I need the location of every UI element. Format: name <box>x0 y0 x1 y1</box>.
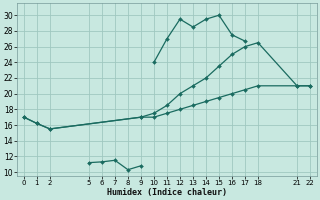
X-axis label: Humidex (Indice chaleur): Humidex (Indice chaleur) <box>107 188 227 197</box>
